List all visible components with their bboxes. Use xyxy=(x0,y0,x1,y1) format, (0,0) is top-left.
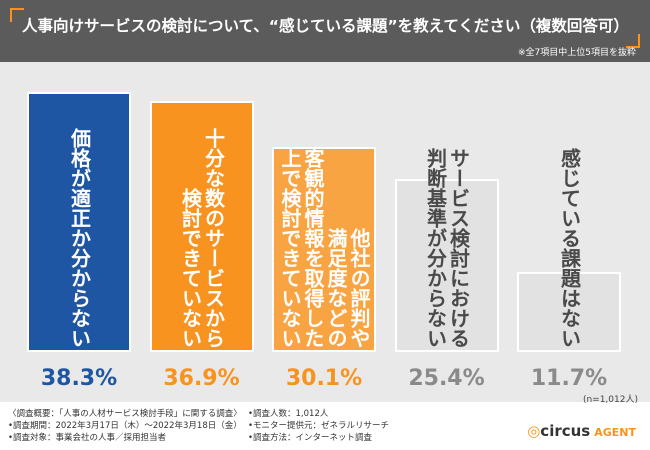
survey-line: •調査対象：事業会社の人事／採用担当者 xyxy=(8,433,167,443)
chart-title: 人事向けサービスの検討について、“感じている課題”を教えてください（複数回答可） xyxy=(22,17,629,35)
note: ※全7項目中上位5項目を抜粋 xyxy=(518,48,636,58)
category-line: 上で検討できていない xyxy=(278,148,302,348)
survey-line: •モニター提供元：ゼネラルリサーチ xyxy=(248,421,390,431)
category-line: 十分な数のサービスから xyxy=(201,128,226,348)
logo: ◎circus AGENT xyxy=(527,422,636,440)
category-label: 価格が適正か分からない xyxy=(67,88,92,348)
survey-line: •調査人数：1,012人 xyxy=(248,409,329,419)
bar xyxy=(517,272,621,352)
sample-note: (n=1,012人) xyxy=(582,395,638,405)
category-line: 満足度などの xyxy=(324,228,348,348)
value-label: 11.7% xyxy=(530,366,608,391)
category-line: 価格が適正か分からない xyxy=(67,128,92,348)
category-label: サービス検討における 判断基準が分からない xyxy=(423,88,471,348)
bracket xyxy=(626,34,640,48)
bar xyxy=(149,101,254,352)
bar xyxy=(27,91,131,352)
category-line: 判断基準が分からない xyxy=(423,148,448,348)
survey-line: •調査期間：2022年3月17日（木）〜2022年3月18日（金） xyxy=(8,421,242,431)
logo-name: circus xyxy=(540,422,591,440)
category-line: 感じている課題はない xyxy=(557,148,582,348)
category-line: 客観的情報を取得した xyxy=(301,148,325,348)
category-label: 感じている課題はない xyxy=(557,88,582,348)
bracket xyxy=(10,8,24,22)
bar xyxy=(394,179,499,352)
logo-suffix: AGENT xyxy=(594,426,636,439)
survey-notes: •調査人数：1,012人 •モニター提供元：ゼネラルリサーチ •調査方法：インターネ… xyxy=(248,408,389,444)
category-line: 検討できていない xyxy=(178,188,203,348)
category-label: 他社の評判や 満足度などの 客観的情報を取得した 上で検討できていない xyxy=(278,88,371,348)
value-label: 30.1% xyxy=(285,366,363,391)
header: 人事向けサービスの検討について、“感じている課題”を教えてください（複数回答可）… xyxy=(0,0,650,62)
survey-notes: 〈調査概要：「人事の人材サービス検討手段」に関する調査〉 •調査期間：2022年3… xyxy=(8,408,242,444)
category-line: 他社の評判や xyxy=(347,228,371,348)
value-label: 38.3% xyxy=(40,366,118,391)
category-line: サービス検討における xyxy=(446,148,471,348)
category-label: 十分な数のサービスから 検討できていない xyxy=(178,88,226,348)
survey-line: •調査方法：インターネット調査 xyxy=(248,433,373,443)
value-label: 25.4% xyxy=(408,366,485,391)
bar xyxy=(272,147,376,352)
survey-line: 〈調査概要：「人事の人材サービス検討手段」に関する調査〉 xyxy=(8,409,242,419)
value-label: 36.9% xyxy=(163,366,240,391)
